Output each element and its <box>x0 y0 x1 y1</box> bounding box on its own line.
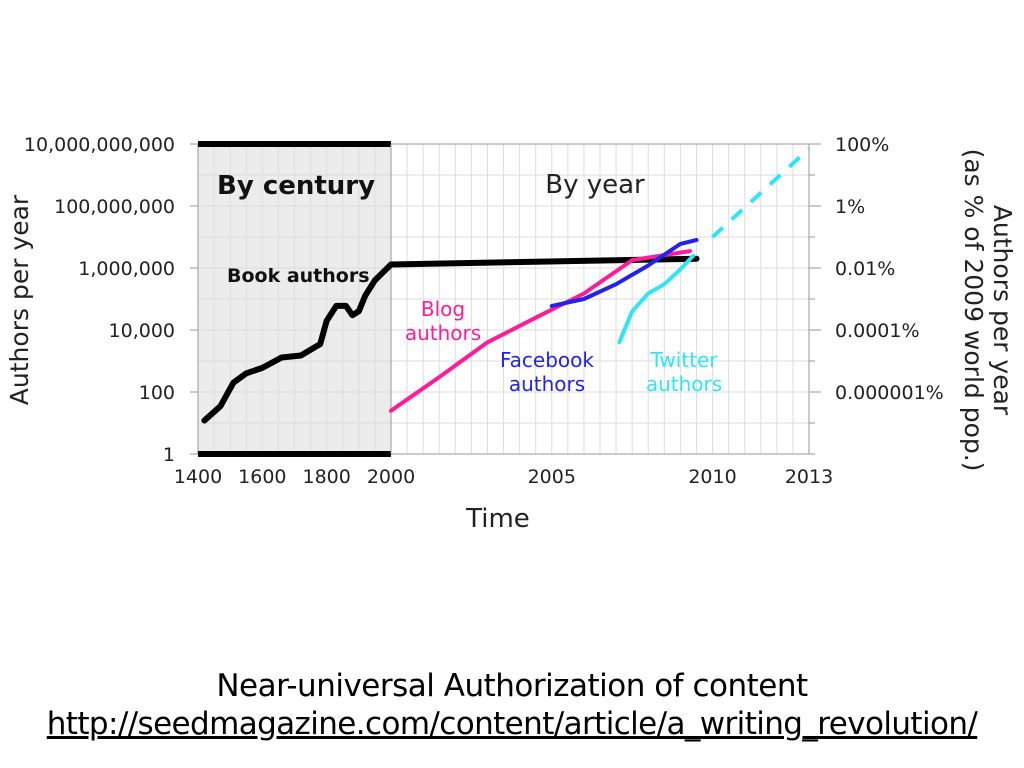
y-tick-label: 1 <box>163 444 175 466</box>
y-right-tick-label: 100% <box>835 134 889 156</box>
y-axis-title: Authors per year <box>5 194 34 405</box>
segment-label-by-century: By century <box>217 171 375 201</box>
y-right-tick-label: 1% <box>835 196 865 218</box>
series-line-blog-authors <box>389 249 692 413</box>
y-tick-label: 10,000,000,000 <box>24 134 175 156</box>
x-tick-label: 2000 <box>367 466 415 488</box>
series-line-facebook-authors <box>549 238 699 308</box>
y-tick-label: 100 <box>139 382 175 404</box>
x-axis-title: Time <box>465 504 530 534</box>
x-tick-label: 2005 <box>528 466 576 488</box>
y-right-axis-title: Authors per year <box>988 205 1017 416</box>
y-tick-label: 10,000 <box>109 320 175 342</box>
x-tick-label: 2013 <box>785 466 833 488</box>
y-right-tick-label: 0.01% <box>835 258 895 280</box>
y-right-tick-label: 0.000001% <box>835 382 944 404</box>
series-line-twitter-projection <box>711 147 811 239</box>
caption-title: Near-universal Authorization of content <box>216 668 808 704</box>
authors-chart: 1400 1600 1800 2000 2005 2010 2013 1 100 10,000 1,… <box>5 134 1017 534</box>
x-tick-label: 1800 <box>302 466 350 488</box>
labels-layer: By century By year Time Authors per year Aut… <box>5 149 1017 534</box>
segment-label-by-year: By year <box>545 170 645 200</box>
y-tick-label: 1,000,000 <box>78 258 175 280</box>
y-right-axis-subtitle: (as % of 2009 world pop.) <box>959 149 988 472</box>
series-label-facebook-authors: Facebook authors <box>500 348 594 396</box>
y-right-tick-label: 0.0001% <box>835 320 920 342</box>
x-tick-label: 2010 <box>688 466 736 488</box>
article-link[interactable]: http://seedmagazine.com/content/article/… <box>46 706 978 742</box>
series-label-blog-authors: Blog authors <box>405 297 481 345</box>
x-tick-label: 1400 <box>174 466 222 488</box>
x-tick-label: 1600 <box>238 466 286 488</box>
grid <box>198 144 809 454</box>
ticks-layer: 1400 1600 1800 2000 2005 2010 2013 1 100 10,000 1,… <box>24 134 944 488</box>
series-label-twitter-authors: Twitter authors <box>646 348 722 396</box>
series-line-book-authors <box>201 261 394 424</box>
series-layer <box>201 147 811 424</box>
series-label-book-authors: Book authors <box>227 265 370 287</box>
y-tick-label: 100,000,000 <box>54 196 175 218</box>
series-line-twitter-authors <box>617 253 696 345</box>
